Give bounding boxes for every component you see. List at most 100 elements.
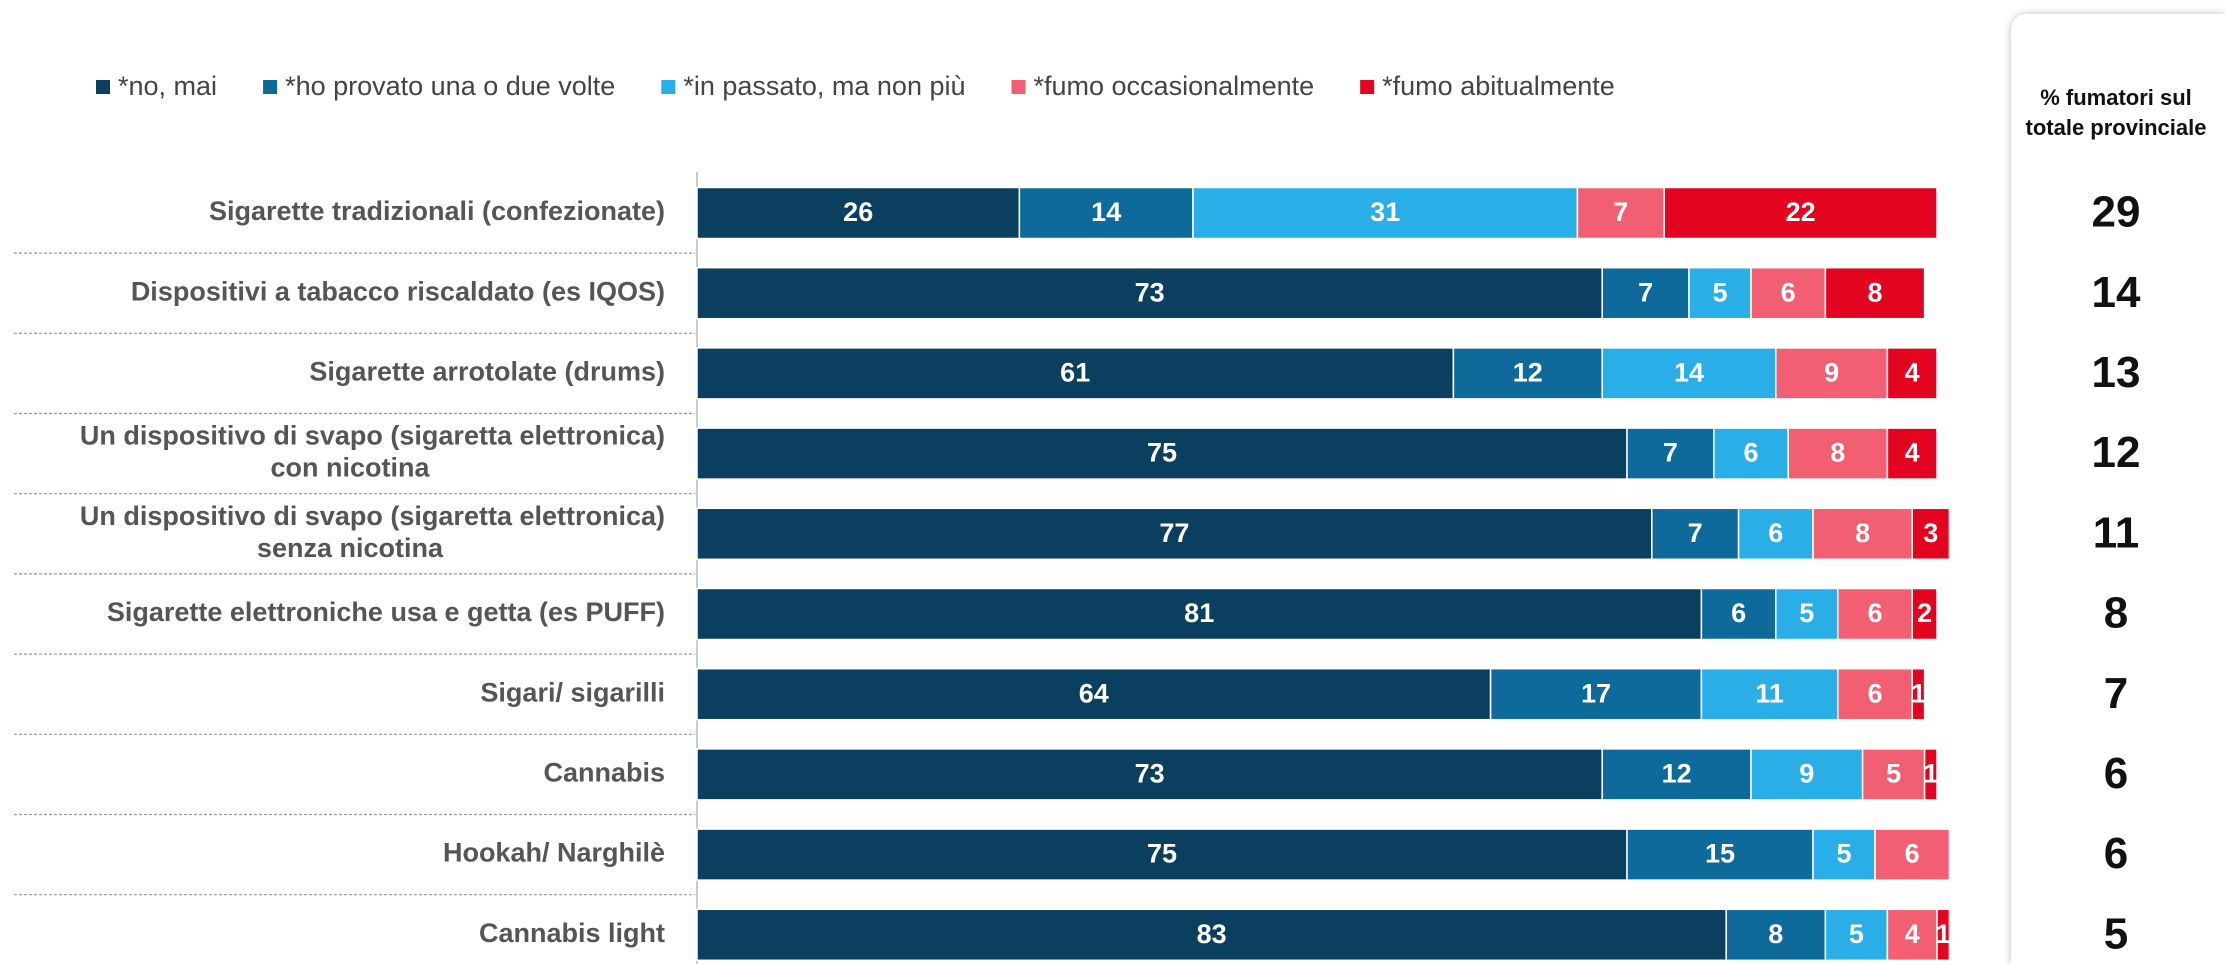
value-label: 2 [1917, 598, 1932, 628]
bar-segment [1725, 908, 1827, 962]
bar-segment [1874, 828, 1951, 881]
bar-segment [1787, 427, 1889, 480]
value-label: 4 [1905, 919, 1920, 949]
bar-segment [1688, 266, 1752, 320]
bar-segment [1700, 587, 1777, 641]
side-value: 12 [2092, 428, 2141, 477]
category-label: Dispositivi a tabacco riscaldato (es IQO… [131, 276, 665, 306]
value-label: 5 [1886, 759, 1901, 789]
value-label: 5 [1799, 598, 1814, 628]
value-label: 5 [1849, 919, 1864, 949]
bar-segment [1824, 266, 1926, 320]
legend-swatch [1011, 80, 1026, 94]
category-label: Sigarette arrotolate (drums) [309, 357, 665, 387]
value-label: 83 [1197, 919, 1227, 949]
legend-label: *ho provato una o due volte [285, 71, 615, 101]
legend-label: *no, mai [118, 71, 217, 101]
bar-segment [1923, 748, 1938, 801]
bar-segment [1651, 507, 1740, 561]
bar-segment [696, 667, 1492, 721]
value-label: 73 [1135, 277, 1165, 307]
value-label: 8 [1768, 919, 1783, 949]
category-line: con nicotina [270, 453, 430, 483]
value-label: 73 [1135, 759, 1165, 789]
value-label: 12 [1662, 759, 1692, 789]
value-label: 15 [1705, 839, 1735, 869]
value-label: 7 [1663, 438, 1678, 468]
bar-segment [1018, 186, 1194, 240]
value-label: 8 [1830, 438, 1845, 468]
value-label: 22 [1786, 197, 1816, 227]
legend-label: *fumo occasionalmente [1034, 71, 1315, 101]
legend-swatch [661, 80, 676, 94]
bar-segment [1936, 908, 1951, 962]
value-label: 6 [1867, 598, 1882, 628]
category-line: senza nicotina [257, 533, 444, 563]
bar-segment [1775, 587, 1839, 641]
side-header: % fumatori sul [2040, 85, 2192, 110]
value-label: 4 [1905, 358, 1920, 388]
bar-segment [1911, 667, 1926, 721]
side-value: 8 [2104, 589, 2128, 638]
bar-segment [1886, 427, 1938, 480]
value-label: 6 [1905, 839, 1920, 869]
category-label: Hookah/ Narghilè [443, 838, 665, 868]
bar-segment [696, 908, 1727, 962]
bar-segment [1601, 266, 1690, 320]
bar-segment [1775, 347, 1889, 400]
bar-segment [1812, 507, 1913, 561]
value-label: 26 [843, 197, 873, 227]
value-label: 14 [1091, 197, 1121, 227]
bar-segment [696, 748, 1603, 801]
legend-label: *in passato, ma non più [683, 71, 965, 101]
side-header: totale provinciale [2026, 115, 2207, 140]
value-label: 9 [1824, 358, 1839, 388]
bar-segment [1713, 427, 1789, 480]
value-label: 75 [1147, 438, 1177, 468]
legend-swatch [96, 80, 110, 94]
value-label: 5 [1836, 839, 1851, 869]
category-label: Sigari/ sigarilli [480, 677, 665, 707]
bar-segment [1626, 427, 1715, 480]
side-value: 7 [2104, 669, 2128, 718]
value-label: 6 [1731, 598, 1746, 628]
bar-segment [696, 347, 1455, 400]
category-label: Sigarette tradizionali (confezionate) [209, 196, 665, 226]
category-label: Cannabis light [479, 918, 665, 948]
bar-segment [1626, 828, 1814, 881]
value-label: 81 [1184, 598, 1214, 628]
bar-segment [1886, 347, 1938, 400]
value-label: 6 [1768, 518, 1783, 548]
bar-segment [1837, 667, 1913, 721]
side-value: 11 [2093, 508, 2140, 557]
value-label: 8 [1867, 277, 1882, 307]
side-value: 29 [2092, 188, 2141, 237]
legend-swatch [263, 80, 278, 94]
bar-segment [696, 507, 1653, 561]
value-label: 17 [1581, 678, 1611, 708]
bar-segment [1824, 908, 1889, 962]
value-label: 6 [1743, 438, 1758, 468]
bar-segment [1663, 186, 1938, 240]
value-label: 61 [1060, 358, 1090, 388]
value-label: 75 [1147, 839, 1177, 869]
bar-segment [696, 427, 1628, 480]
category-line: Un dispositivo di svapo (sigaretta elett… [80, 421, 665, 451]
bar-segment [1911, 507, 1951, 561]
value-label: 1 [1911, 678, 1926, 708]
value-label: 5 [1712, 277, 1727, 307]
value-label: 7 [1613, 197, 1628, 227]
bar-segment [1886, 908, 1938, 962]
value-label: 6 [1781, 277, 1796, 307]
value-label: 64 [1079, 678, 1109, 708]
side-panel [2011, 14, 2225, 964]
side-value: 13 [2092, 348, 2141, 397]
value-label: 3 [1923, 518, 1938, 548]
legend-swatch [1360, 80, 1375, 94]
bar-segment [1601, 347, 1777, 400]
bar-segment [1837, 587, 1913, 641]
category-line: Un dispositivo di svapo (sigaretta elett… [80, 501, 665, 531]
value-label: 9 [1799, 759, 1814, 789]
bar-segment [696, 828, 1628, 881]
